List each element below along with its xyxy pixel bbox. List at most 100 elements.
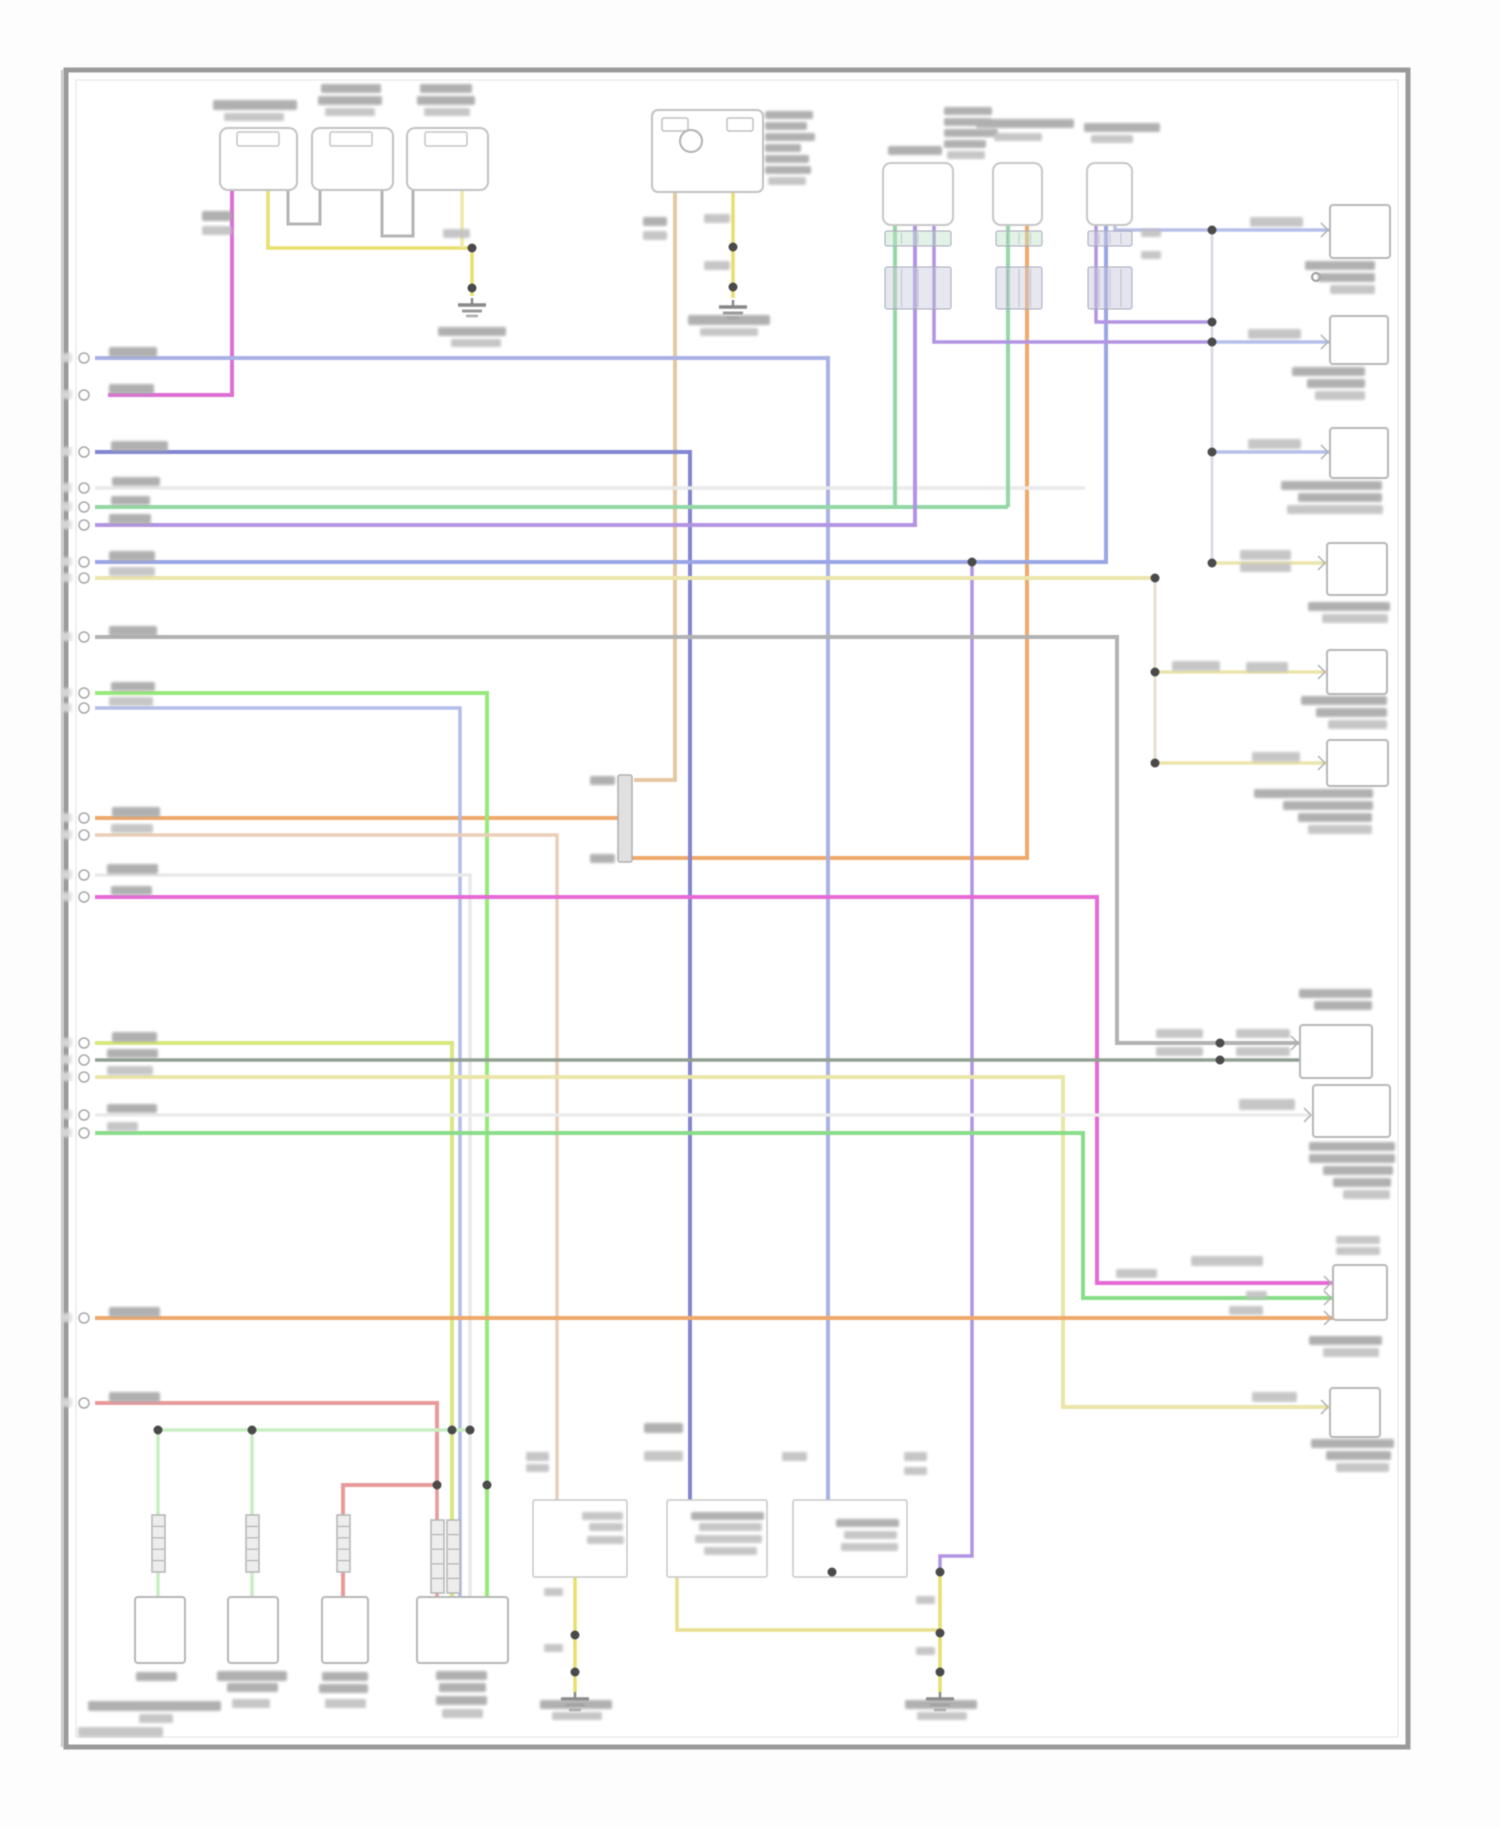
junction-dot — [728, 282, 738, 292]
label-blob — [526, 1464, 549, 1472]
label-blob — [765, 133, 815, 141]
bottom-box-4 — [416, 1596, 509, 1664]
label-blob — [643, 231, 667, 240]
label-blob — [704, 261, 730, 270]
label-blob — [587, 1536, 624, 1544]
box-bracket — [1303, 1107, 1312, 1116]
label-blob — [1236, 1047, 1290, 1056]
label-blob — [136, 1672, 177, 1681]
label-blob — [451, 339, 501, 347]
label-blob — [1252, 1392, 1297, 1402]
label-blob — [1250, 217, 1303, 227]
label-blob — [1298, 493, 1382, 502]
label-blob — [1298, 813, 1372, 822]
label-blob — [552, 1712, 602, 1720]
top-connector-a — [882, 162, 954, 226]
pin-circle — [78, 687, 90, 699]
label-blob — [109, 514, 151, 524]
right-box-9 — [1332, 1264, 1388, 1321]
label-blob — [1333, 1178, 1391, 1187]
tc-c-stub-230 — [1113, 226, 1212, 232]
label-blob — [111, 441, 168, 451]
label-blob — [844, 1531, 897, 1539]
junction-dot — [1207, 225, 1217, 235]
label-blob — [1328, 720, 1387, 729]
pin-number-blob — [62, 1055, 72, 1064]
box-bracket — [1323, 1317, 1332, 1326]
label-blob — [321, 84, 381, 93]
label-blob — [107, 864, 158, 874]
box-bracket — [1320, 444, 1329, 453]
label-blob — [424, 108, 470, 116]
pin-number-blob — [62, 1110, 72, 1119]
fuse2-slot — [329, 131, 373, 147]
box-bracket — [1323, 1310, 1332, 1319]
label-blob — [765, 155, 809, 163]
label-blob — [88, 1701, 221, 1711]
box-bracket — [1303, 1114, 1312, 1123]
junction-dot — [482, 1480, 492, 1490]
bottom-box-3 — [321, 1596, 369, 1664]
fuse1-slot — [236, 131, 280, 147]
label-blob — [109, 697, 153, 706]
label-blob — [526, 1452, 549, 1461]
box-bracket — [1323, 1290, 1332, 1299]
right-box-10 — [1329, 1387, 1381, 1438]
row-periwinkle-708 — [95, 706, 462, 1597]
label-blob — [107, 1104, 157, 1113]
label-blob — [112, 807, 160, 817]
label-blob — [765, 166, 811, 174]
label-blob — [688, 315, 770, 325]
label-blob — [917, 1712, 967, 1720]
label-blob — [1281, 481, 1382, 490]
label-blob — [1323, 1348, 1379, 1357]
label-blob — [947, 151, 985, 159]
pin-number-blob — [62, 447, 72, 456]
label-blob — [1292, 367, 1365, 376]
label-blob — [1322, 614, 1388, 623]
label-blob — [1323, 1166, 1393, 1175]
label-blob — [436, 1696, 487, 1705]
junction-dot — [1150, 573, 1160, 583]
resistor-1 — [151, 1514, 166, 1573]
junction-dot — [728, 242, 738, 252]
label-blob — [1336, 1236, 1380, 1244]
label-blob — [1315, 391, 1365, 400]
label-blob — [944, 107, 992, 115]
label-blob — [1156, 1029, 1203, 1038]
label-blob — [78, 1727, 163, 1737]
label-blob — [107, 1122, 138, 1131]
box-bracket — [1323, 1275, 1332, 1284]
row-green-1133 — [95, 1131, 1333, 1300]
box-bracket — [1320, 1399, 1329, 1408]
row-periwinkle-358 — [95, 356, 830, 1502]
pin-number-blob — [62, 830, 72, 839]
pin-circle — [78, 812, 90, 824]
relay-slot-1 — [661, 117, 689, 132]
fuse-yellow-ground-wire — [266, 190, 474, 296]
row-indigo-452 — [95, 450, 692, 1502]
pin-circle — [78, 891, 90, 903]
pin-number-blob — [62, 502, 72, 511]
label-blob — [916, 1647, 935, 1655]
right-box-7 — [1299, 1024, 1373, 1079]
label-blob — [319, 1684, 368, 1693]
pin-circle — [78, 352, 90, 364]
junction-dot — [465, 1425, 475, 1435]
junction-dot — [153, 1425, 163, 1435]
resistor-2 — [245, 1514, 260, 1573]
tc-c-violet-drop — [1094, 226, 1212, 324]
box-bracket — [1320, 451, 1329, 460]
label-blob — [699, 1523, 762, 1531]
tc-a-pins-2 — [884, 266, 952, 310]
box-bracket — [1317, 555, 1326, 564]
label-blob — [544, 1588, 563, 1596]
tc-a-pins-1 — [884, 230, 952, 247]
label-blob — [888, 146, 942, 155]
label-blob — [976, 119, 1074, 128]
junction-dot — [827, 1567, 837, 1577]
junction-dot — [1150, 667, 1160, 677]
label-blob — [325, 108, 375, 116]
box-bracket — [1320, 229, 1329, 238]
pin-circle — [78, 501, 90, 513]
